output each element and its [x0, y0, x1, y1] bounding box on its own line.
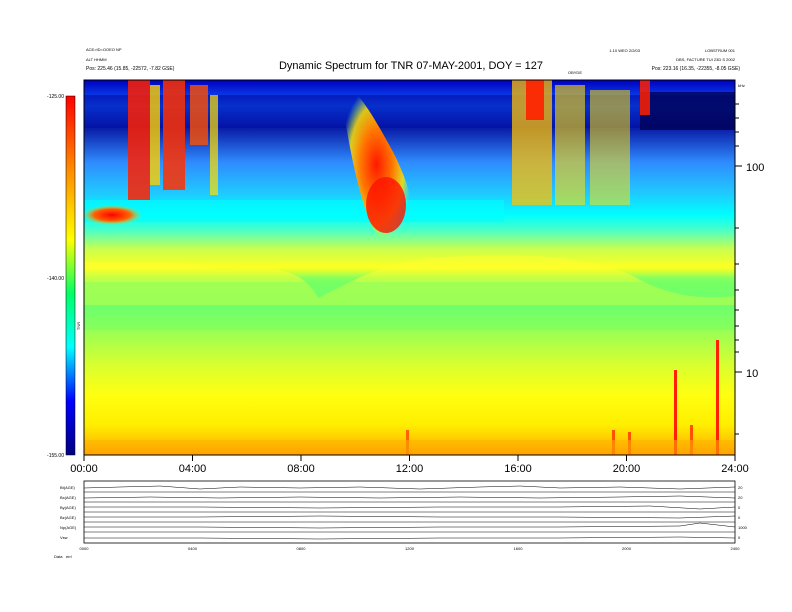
header-left-3: Pos: 225.46 (15.85, -22572, -7.82 GSE): [86, 66, 175, 72]
svg-text:0: 0: [738, 515, 741, 520]
x-tick-label: 08:00: [287, 463, 315, 475]
trace-np: [84, 522, 736, 529]
svg-text:Bz(AGE): Bz(AGE): [60, 515, 76, 520]
auroral-emission-right: [512, 80, 650, 205]
trace-by: [84, 505, 736, 510]
green-region: [84, 282, 735, 330]
header-center-small: OBYDE: [568, 70, 582, 75]
lower-panel-labels: Bt(AGE) Bx(AGE) By(AGE) Bz(AGE) Np(AGE) …: [60, 485, 77, 540]
lower-panel-right-ticks: 20 20 0 0 1000 0: [738, 485, 748, 540]
x-tick-label-lower: 2000: [622, 546, 632, 551]
x-tick-label-lower: 2400: [731, 546, 741, 551]
x-tick-label-lower: 0000: [80, 546, 90, 551]
x-tick-label-lower: 1200: [405, 546, 415, 551]
footer-left-2: err/: [66, 554, 73, 559]
svg-text:Bx(AGE): Bx(AGE): [60, 495, 76, 500]
header-left-2: ALT HHMM: [86, 57, 107, 62]
header-right-1: 1.10 WEO 2/2/03: [609, 48, 640, 53]
x-axis: 00:00 04:00 08:00 12:00 16:00 20:00 24:00: [70, 455, 749, 475]
header-right-3: Pos: 223.16 (16.35, -22355, -8.05 GSE): [652, 66, 741, 72]
trace-bt: [83, 485, 736, 490]
radio-burst-core: [366, 177, 406, 233]
svg-text:Bt(AGE): Bt(AGE): [60, 485, 76, 490]
svg-text:Np(AGE): Np(AGE): [60, 525, 77, 530]
cyan-band: [84, 200, 504, 222]
x-tick-label: 04:00: [179, 463, 207, 475]
svg-text:By(AGE): By(AGE): [60, 505, 76, 510]
header-right-2: DBS, FACTURE TUI 23D S 2002: [676, 57, 736, 62]
header-left-1: ACE>ID=OOEO NP: [86, 47, 122, 52]
y-axis-right: [734, 80, 742, 455]
x-tick-label: 12:00: [396, 463, 424, 475]
x-tick-label: 00:00: [70, 463, 98, 475]
spectrogram: [84, 80, 735, 455]
chart-title: Dynamic Spectrum for TNR 07-MAY-2001, DO…: [279, 60, 543, 72]
svg-text:0: 0: [738, 535, 741, 540]
y-unit: kHz: [738, 83, 745, 88]
lower-panels: [83, 480, 736, 544]
x-tick-label: 20:00: [613, 463, 641, 475]
y-tick-10: 10: [746, 368, 758, 380]
footer-left: Data: [54, 554, 63, 559]
upper-dark-band-right: [640, 92, 735, 130]
colorbar-tick-top: -125.00: [47, 94, 64, 100]
x-tick-label: 16:00: [504, 463, 532, 475]
bottom-band: [84, 440, 735, 455]
colorbar: [65, 95, 76, 456]
y-tick-100: 100: [746, 162, 764, 174]
colorbar-tick-bottom: -155.00: [47, 453, 64, 459]
svg-text:1000: 1000: [738, 525, 748, 530]
trace-bz: [84, 515, 736, 519]
svg-text:20: 20: [738, 495, 743, 500]
x-axis-lower: 0000 0400 0800 1200 1600 2000 2400: [80, 546, 741, 551]
header-right-top: LOBSTRUM 001: [705, 48, 736, 53]
svg-text:Vsw: Vsw: [60, 535, 68, 540]
auroral-emission-left: [128, 80, 218, 200]
svg-text:20: 20: [738, 485, 743, 490]
x-tick-label-lower: 0400: [188, 546, 198, 551]
trace-vsw: [84, 536, 736, 540]
x-tick-label-lower: 0800: [297, 546, 307, 551]
colorbar-tick-mid: -140.00: [47, 276, 64, 282]
colorbar-label: TNR: [76, 322, 81, 330]
x-tick-label: 24:00: [721, 463, 749, 475]
yellow-boundary: [84, 255, 735, 305]
svg-text:0: 0: [738, 505, 741, 510]
x-tick-label-lower: 1600: [514, 546, 524, 551]
trace-bx: [83, 495, 736, 499]
red-patch-left: [84, 205, 142, 225]
